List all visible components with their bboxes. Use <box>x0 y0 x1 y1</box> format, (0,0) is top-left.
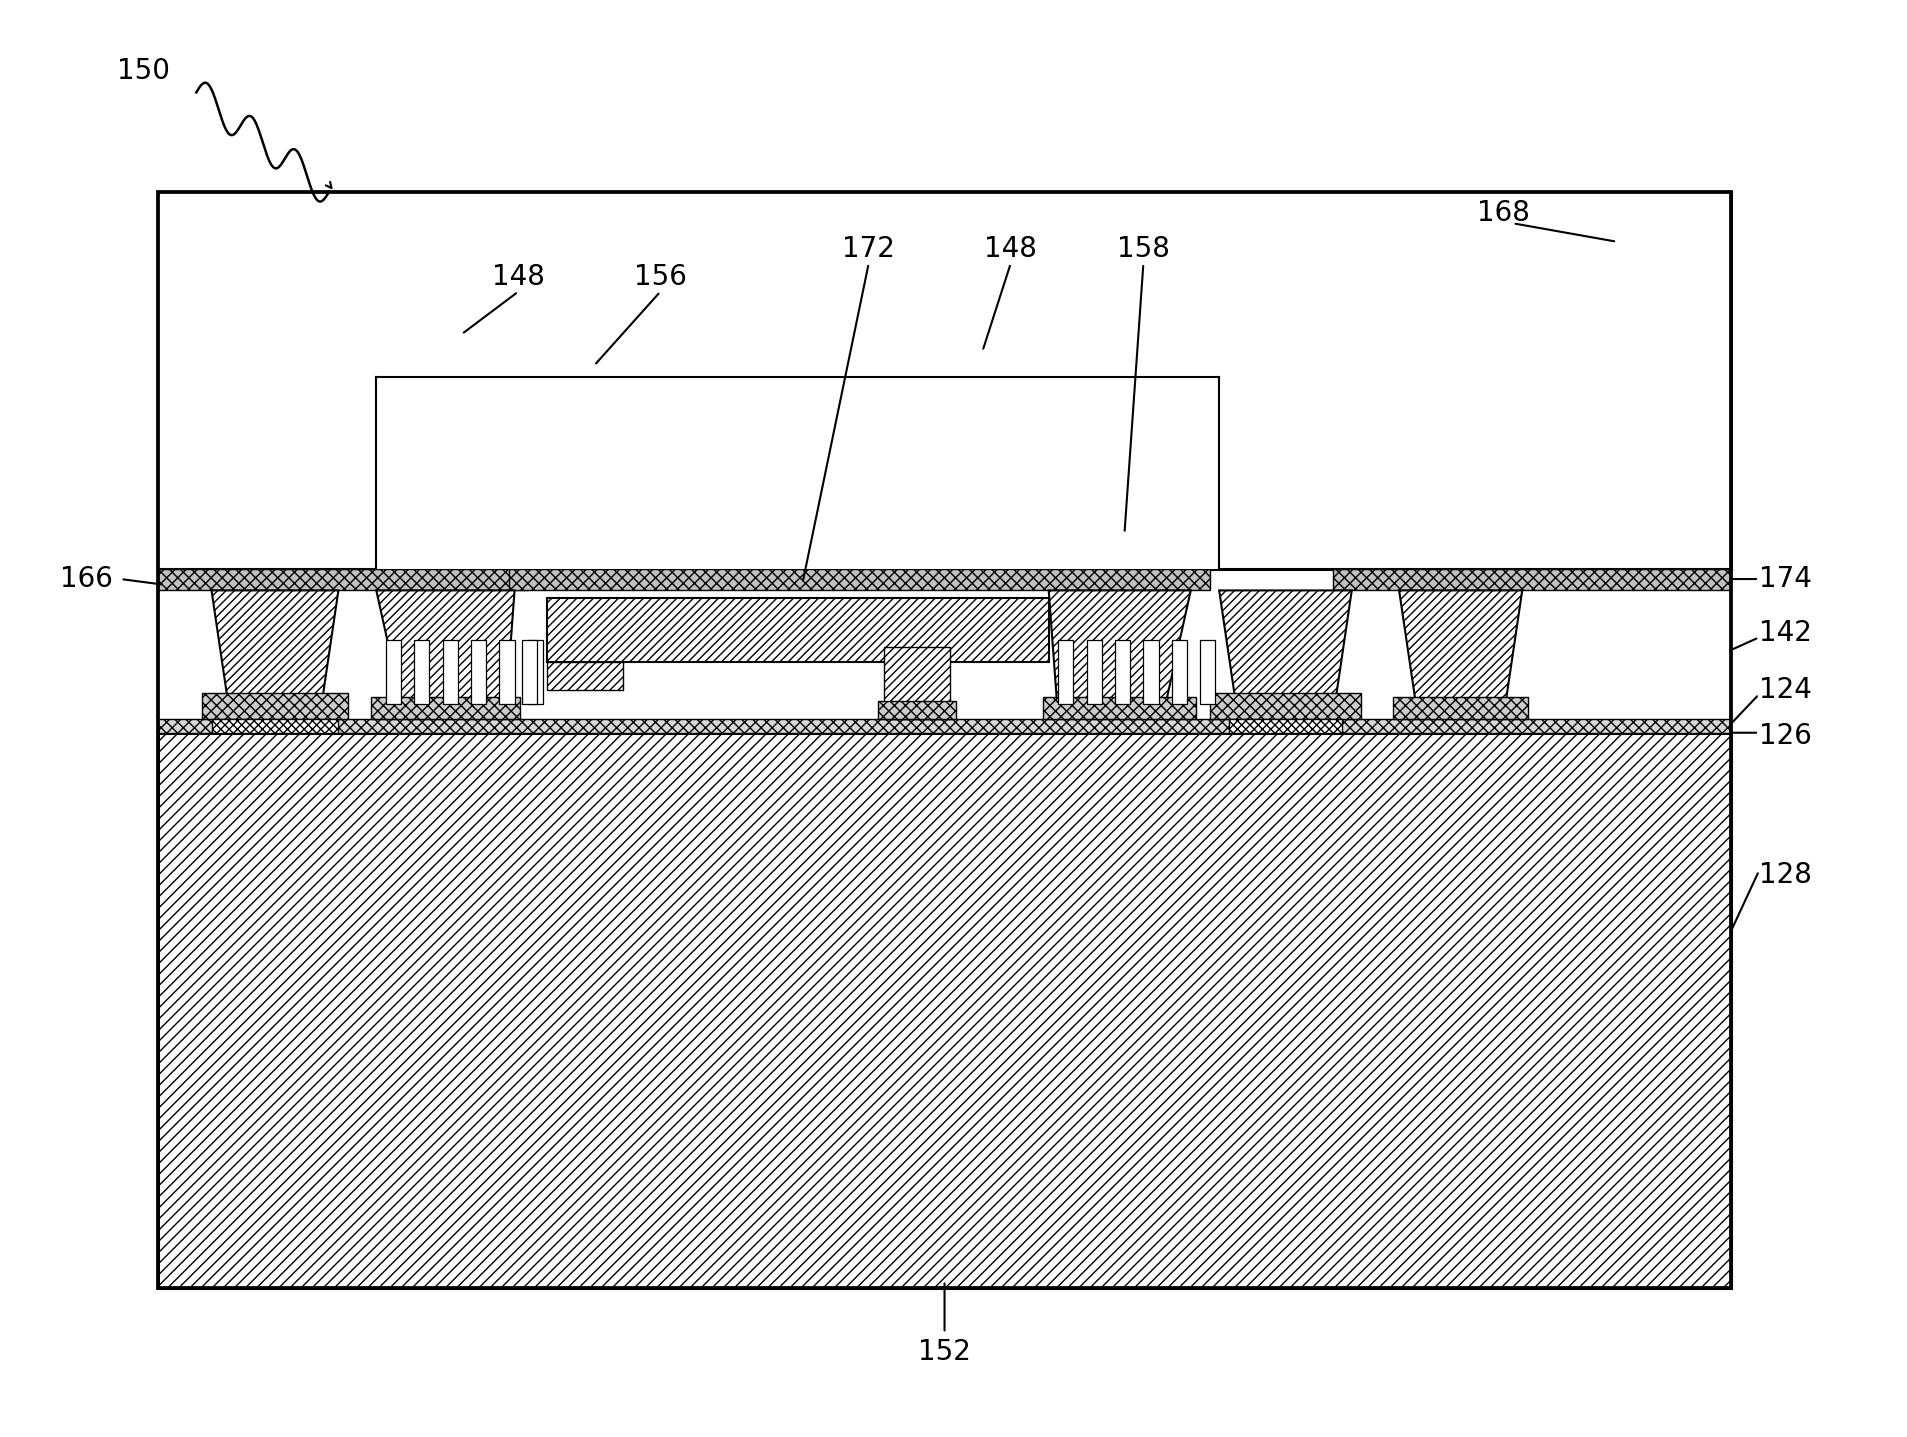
Polygon shape <box>1398 591 1522 718</box>
Bar <box>523 641 538 704</box>
Text: 142: 142 <box>1758 619 1812 647</box>
Bar <box>1114 641 1129 704</box>
Bar <box>376 376 1219 569</box>
Bar <box>877 701 955 718</box>
Text: 148: 148 <box>984 234 1037 263</box>
Bar <box>158 193 1730 1288</box>
Bar <box>370 697 521 718</box>
Bar <box>385 641 400 704</box>
Bar <box>442 641 458 704</box>
Bar <box>158 733 1730 1288</box>
Bar <box>1219 193 1730 569</box>
Bar <box>158 718 1730 733</box>
Polygon shape <box>1228 718 1343 733</box>
Text: 166: 166 <box>59 565 113 593</box>
Text: 126: 126 <box>1758 721 1812 750</box>
Polygon shape <box>1219 591 1350 718</box>
Bar <box>202 693 347 718</box>
Text: 152: 152 <box>917 1338 971 1365</box>
Bar <box>1171 641 1186 704</box>
Bar <box>414 641 429 704</box>
Text: 168: 168 <box>1476 200 1529 227</box>
Polygon shape <box>376 591 515 718</box>
Text: 172: 172 <box>841 234 894 263</box>
Bar <box>1200 641 1215 704</box>
Bar <box>509 569 1209 591</box>
Text: 150: 150 <box>116 57 170 85</box>
Polygon shape <box>547 661 622 690</box>
Text: 158: 158 <box>1116 234 1169 263</box>
Bar <box>158 193 1730 569</box>
Bar <box>1085 641 1100 704</box>
Bar <box>1209 693 1360 718</box>
Bar <box>1333 569 1730 591</box>
Bar <box>158 193 376 569</box>
Bar <box>528 641 543 704</box>
Bar <box>158 569 528 591</box>
Bar <box>471 641 486 704</box>
Polygon shape <box>212 591 338 718</box>
Polygon shape <box>883 647 950 718</box>
Bar <box>1142 641 1158 704</box>
Bar <box>1043 697 1196 718</box>
Bar <box>1058 641 1074 704</box>
Text: 148: 148 <box>492 263 545 292</box>
Text: 156: 156 <box>633 263 687 292</box>
Polygon shape <box>212 718 338 733</box>
Text: 128: 128 <box>1758 861 1812 890</box>
Polygon shape <box>547 598 1049 661</box>
Polygon shape <box>1049 591 1190 718</box>
Bar <box>376 193 1219 376</box>
Text: 124: 124 <box>1758 675 1812 704</box>
Bar <box>1392 697 1528 718</box>
Bar <box>500 641 515 704</box>
Text: 174: 174 <box>1758 565 1812 593</box>
